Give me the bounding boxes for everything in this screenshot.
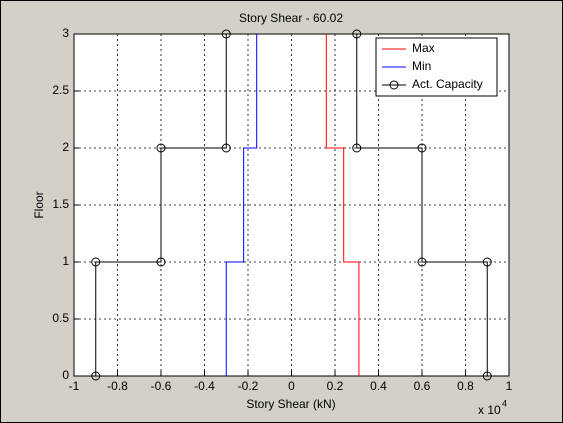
y-tick-label: 3 [62, 26, 69, 40]
x-tick-label: 0 [288, 379, 295, 393]
legend-marker [389, 80, 399, 90]
marker [91, 371, 101, 381]
y-tick-label: 0 [62, 368, 69, 382]
x-tick-label: 1 [506, 379, 513, 393]
y-axis-label: Floor [32, 191, 46, 218]
marker [221, 143, 231, 153]
marker [156, 143, 166, 153]
x-tick-label: -0.8 [107, 379, 128, 393]
x-tick-label: -1 [69, 379, 80, 393]
axes-box [73, 33, 510, 377]
marker [352, 143, 362, 153]
chart-title: Story Shear - 60.02 [239, 11, 343, 25]
x-tick-label: 0.2 [327, 379, 344, 393]
y-tick-label: 0.5 [52, 311, 69, 325]
legend-label: Min [412, 59, 431, 73]
marker [417, 143, 427, 153]
x-tick-label: 0.6 [414, 379, 431, 393]
y-tick-label: 2.5 [52, 83, 69, 97]
marker [221, 29, 231, 39]
x-axis-label: Story Shear (kN) [246, 397, 335, 411]
x-exponent: 4 [502, 398, 507, 408]
x-tick-label: 0.8 [457, 379, 474, 393]
x-tick-label: 0.4 [370, 379, 387, 393]
marker [352, 29, 362, 39]
series-line [225, 34, 258, 376]
marker [482, 371, 492, 381]
x-multiplier: x 10 [478, 403, 501, 417]
y-tick-label: 1 [62, 254, 69, 268]
legend-label: Max [412, 41, 435, 55]
legend-label: Act. Capacity [412, 77, 483, 91]
marker [156, 257, 166, 267]
series-line [95, 34, 488, 376]
marker [417, 257, 427, 267]
series-line [325, 34, 360, 376]
marker [91, 257, 101, 267]
y-tick-label: 1.5 [52, 197, 69, 211]
x-tick-label: -0.6 [151, 379, 172, 393]
x-tick-label: -0.4 [194, 379, 215, 393]
x-tick-label: -0.2 [238, 379, 259, 393]
y-tick-label: 2 [62, 140, 69, 154]
marker [482, 257, 492, 267]
